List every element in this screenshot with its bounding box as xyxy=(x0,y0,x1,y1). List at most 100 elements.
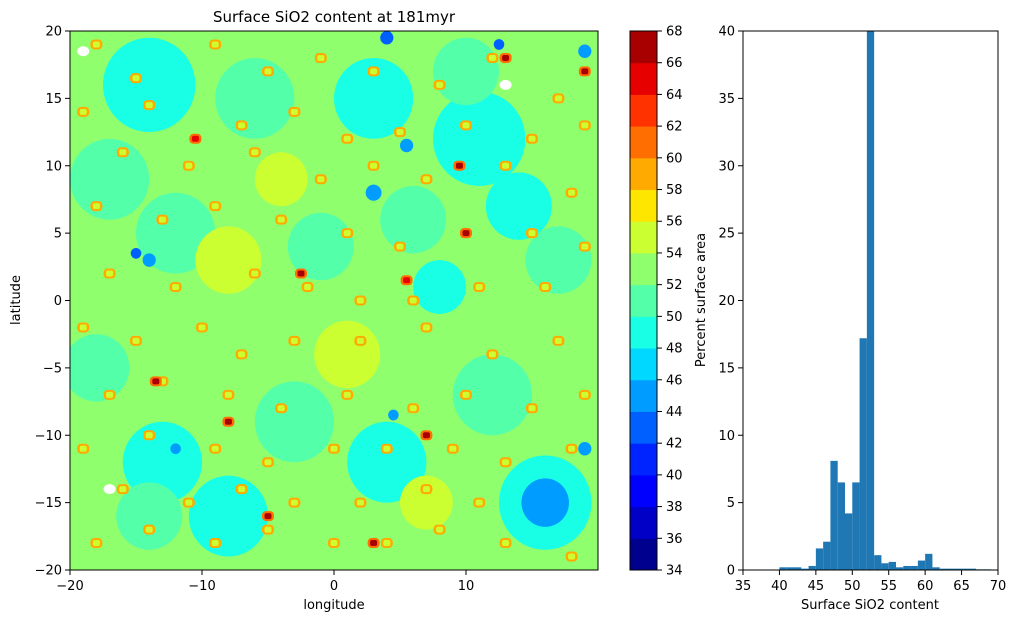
map-hotspot xyxy=(499,160,512,171)
colorbar-tick-label: 58 xyxy=(666,183,683,198)
histogram-bar xyxy=(896,567,904,570)
histogram-y-axis-label: Percent surface area xyxy=(694,233,709,367)
map-region xyxy=(493,39,505,50)
map-hotspot-core xyxy=(145,526,153,533)
map-hotspot xyxy=(130,335,142,346)
map-hot-peak xyxy=(499,52,512,63)
histogram-bar xyxy=(845,513,853,570)
colorbar-level xyxy=(630,506,657,539)
map-hotspot xyxy=(578,120,591,131)
map-hotspot xyxy=(407,403,420,414)
map-hotspot-core xyxy=(330,445,338,452)
colorbar-level xyxy=(630,31,657,64)
map-region xyxy=(334,57,414,139)
map-hot-peak xyxy=(149,376,162,387)
map-hotspot-core xyxy=(396,243,404,250)
map-hotspot-core xyxy=(238,351,246,358)
map-hotspot-core xyxy=(264,68,272,75)
colorbar-tick-label: 54 xyxy=(666,246,683,261)
map-hotspot-core xyxy=(568,553,576,560)
map-hotspot-core xyxy=(343,230,351,237)
histogram-x-tick-label: 55 xyxy=(880,579,897,594)
map-hotspot xyxy=(262,457,274,468)
histogram-bar xyxy=(910,565,918,570)
map-hotspot xyxy=(275,214,288,225)
map-y-tick-label: 15 xyxy=(45,92,62,107)
map-hot-peak xyxy=(262,511,274,522)
histogram-bar xyxy=(801,568,809,570)
map-hotspot xyxy=(354,335,367,346)
map-hot-peak-core xyxy=(191,135,199,142)
map-region xyxy=(254,152,308,207)
map-hotspot xyxy=(235,484,248,495)
map-hotspot-core xyxy=(211,445,219,452)
map-hotspot-core xyxy=(211,203,219,210)
map-hotspot xyxy=(156,214,169,225)
histogram-bar xyxy=(903,565,911,570)
map-hotspot xyxy=(209,39,222,50)
map-missing-data xyxy=(103,484,116,495)
map-hotspot xyxy=(367,66,380,77)
map-hotspot xyxy=(526,228,538,239)
histogram-bar xyxy=(881,563,889,570)
map-region xyxy=(400,475,453,530)
map-hot-peak-core xyxy=(264,513,272,520)
map-hotspot xyxy=(103,389,116,400)
colorbar-tick-label: 52 xyxy=(666,278,683,293)
map-hotspot xyxy=(446,443,459,454)
map-hotspot xyxy=(116,147,129,158)
map-hotspot xyxy=(420,484,433,495)
map-hotspot-core xyxy=(106,391,114,398)
colorbar-frame xyxy=(629,30,658,571)
map-region xyxy=(116,482,183,550)
map-hotspot xyxy=(526,403,538,414)
map-hotspot-core xyxy=(581,122,589,129)
map-hotspot xyxy=(182,497,195,508)
map-hotspot-core xyxy=(422,176,430,183)
map-region xyxy=(433,37,499,106)
map-hotspot-core xyxy=(238,122,246,129)
map-hotspot-core xyxy=(568,445,576,452)
colorbar-tick-label: 62 xyxy=(666,120,683,135)
map-hot-peak-core xyxy=(224,418,232,425)
map-hotspot-core xyxy=(92,41,100,48)
map-hotspot xyxy=(394,241,406,252)
colorbar-tick-label: 40 xyxy=(666,468,683,483)
map-panel: Surface SiO2 content at 181myr −20 −10 0 10… xyxy=(9,8,599,613)
map-hotspot-core xyxy=(211,41,219,48)
map-hotspot xyxy=(328,443,340,454)
map-region xyxy=(170,443,181,455)
map-hotspot xyxy=(473,282,486,293)
map-hotspot-core xyxy=(79,324,87,331)
map-region xyxy=(142,253,156,267)
map-y-tick-label: 10 xyxy=(45,159,62,174)
map-hotspot xyxy=(143,100,156,111)
colorbar-level xyxy=(630,474,657,508)
map-hot-peak xyxy=(295,268,307,279)
map-hotspot xyxy=(473,497,486,508)
map-hotspot-core xyxy=(488,54,496,61)
colorbar-tick-label: 34 xyxy=(666,564,683,579)
histogram-bar xyxy=(779,567,787,570)
map-hotspot-core xyxy=(290,337,298,344)
map-hotspot-core xyxy=(568,189,576,196)
histogram-x-tick-label: 35 xyxy=(735,579,752,594)
map-hotspot xyxy=(209,201,222,212)
histogram-x-tick-label: 45 xyxy=(808,579,825,594)
map-hotspot-core xyxy=(383,445,391,452)
colorbar-level xyxy=(630,284,657,317)
histogram-y-tick-label: 15 xyxy=(718,361,735,376)
map-hotspot-core xyxy=(290,108,298,115)
map-hot-peak xyxy=(189,133,202,144)
colorbar-level xyxy=(630,348,657,381)
histogram-bar xyxy=(917,560,926,570)
histogram-y-tick-label: 5 xyxy=(727,496,735,511)
histogram-bar xyxy=(859,338,867,570)
map-hotspot-core xyxy=(422,324,430,331)
map-hot-peak-core xyxy=(422,432,430,439)
histogram-bar xyxy=(815,548,824,570)
map-hotspot-core xyxy=(92,203,100,210)
map-hotspot-core xyxy=(172,284,180,291)
map-hotspot-core xyxy=(198,324,206,331)
